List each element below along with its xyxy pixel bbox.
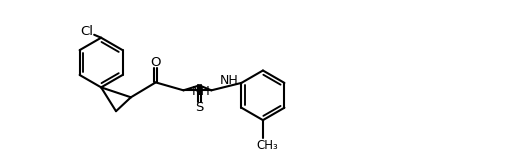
Text: CH₃: CH₃ [256,139,278,152]
Text: NH: NH [192,85,210,98]
Text: S: S [195,101,204,114]
Text: O: O [150,56,161,69]
Text: NH: NH [219,74,238,87]
Text: Cl: Cl [81,25,93,38]
